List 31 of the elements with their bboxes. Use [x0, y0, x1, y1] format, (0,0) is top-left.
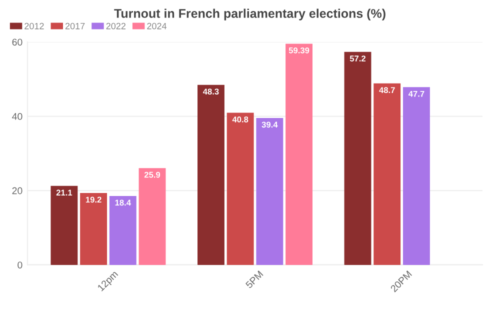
y-tick-label: 40: [12, 113, 22, 120]
bar: [50, 186, 78, 265]
chart-title: Turnout in French parliamentary elections (%): [114, 8, 386, 20]
legend-label: 2012: [24, 22, 44, 30]
y-tick-label: 20: [12, 187, 22, 194]
data-label: 40.8: [232, 116, 248, 122]
data-label: 25.9: [144, 172, 160, 178]
data-label: 57.2: [350, 56, 366, 62]
bar: [374, 83, 401, 265]
bar: [344, 52, 372, 265]
data-label: 19.2: [86, 196, 102, 203]
bar: [80, 192, 108, 265]
bar: [286, 44, 313, 265]
bar: [138, 168, 166, 265]
legend-label: 2017: [65, 22, 85, 30]
legend-label: 2024: [147, 22, 167, 30]
data-label: 21.1: [56, 190, 72, 196]
bar: [402, 87, 430, 265]
y-tick-label: 0: [18, 262, 22, 268]
data-label: 48.7: [379, 87, 395, 94]
data-label: 48.3: [202, 88, 219, 95]
data-label: 59.39: [288, 47, 310, 54]
legend-label: 2022: [106, 22, 126, 30]
data-label: 18.4: [115, 200, 131, 206]
bar: [197, 84, 224, 265]
bar: [109, 196, 136, 265]
data-label: 39.4: [262, 122, 278, 128]
bar: [256, 118, 284, 265]
bar: [226, 112, 254, 265]
data-label: 47.7: [408, 90, 424, 97]
y-tick-label: 60: [12, 38, 22, 46]
